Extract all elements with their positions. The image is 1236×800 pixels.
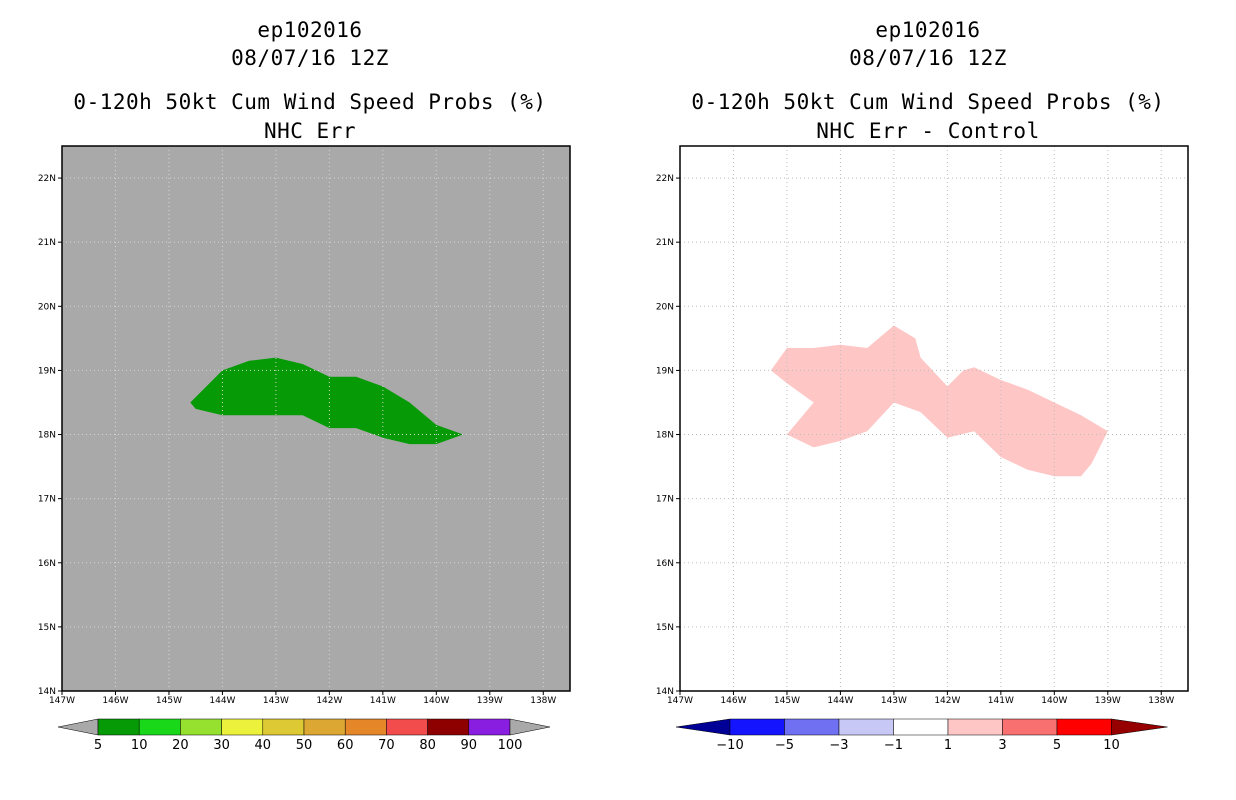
panel2-y-tick-label: 22N [656,174,674,184]
panel1-y-tick-label: 21N [38,238,56,248]
panel2-frame [679,145,1189,692]
panel2-colorbar-label: 10 [1103,738,1120,753]
panel1-title-line3: 0-120h 50kt Cum Wind Speed Probs (%) [73,90,547,114]
panel2-colorbar-label: −3 [829,738,848,753]
panel2-x-tick-label: 147W [667,696,693,706]
panel1-colorbar-segment [221,718,264,736]
panel2-colorbar-segment [838,718,894,736]
panel1-x-tick-label: 141W [370,696,396,706]
panel2-colorbar-label: 5 [1053,738,1061,753]
panel2-title-line3: 0-120h 50kt Cum Wind Speed Probs (%) [691,90,1165,114]
panel1-x-tick-label: 146W [102,696,128,706]
panel2-colorbar-segment [1002,718,1058,736]
panel1-colorbar-label: 70 [378,738,395,753]
panel2-colorbar-label: −10 [716,738,743,753]
panel1-y-tick-label: 14N [38,687,56,697]
panel1-colorbar-segment [138,718,181,736]
panel2-colorbar-label: 1 [944,738,952,753]
panel2-x-tick-label: 144W [827,696,853,706]
panel2-y-tick-label: 15N [656,623,674,633]
panel1-colorbar-segment [303,718,346,736]
panel2-title-line1: ep102016 [875,18,981,42]
panel2-x-tick-label: 138W [1148,696,1174,706]
panel1-x-tick-label: 139W [477,696,503,706]
panel2-x-tick-label: 145W [774,696,800,706]
panel1-colorbar-label: 80 [419,738,436,753]
panel2-x-tick-label: 146W [720,696,746,706]
panel1-title-line1: ep102016 [257,18,363,42]
panel2-colorbar-segment [729,718,785,736]
panel2-title-line2: 08/07/16 12Z [849,46,1007,70]
panel1-y-tick-label: 20N [38,302,56,312]
panel2-y-tick-label: 20N [656,302,674,312]
panel2-y-tick-label: 16N [656,559,674,569]
panel1-frame [61,145,571,692]
panel1-y-tick-label: 18N [38,431,56,441]
panel1-colorbar-segment [344,718,387,736]
panel2-colorbar-label: −1 [884,738,903,753]
panel1-colorbar-label: 50 [296,738,313,753]
panel2-colorbar-label: −5 [775,738,794,753]
panel1-x-tick-label: 138W [530,696,556,706]
panel1-colorbar-label: 20 [172,738,189,753]
panel1-colorbar-segment [180,718,222,736]
panel2-x-tick-label: 140W [1041,696,1067,706]
panel2-probability-region [770,325,1108,477]
panel2-colorbar-segment [784,718,840,736]
panel1-x-tick-label: 140W [423,696,449,706]
panel1-colorbar-label: 10 [131,738,148,753]
panel1-title-line4: NHC Err [263,119,356,143]
panel2-y-tick-label: 19N [656,366,674,376]
panel1-y-tick-label: 17N [38,495,56,505]
panel1-colorbar-label: 60 [337,738,354,753]
panel1-probability-region [190,357,464,445]
panel2-x-tick-label: 143W [881,696,907,706]
panel2-colorbar-label: 3 [998,738,1006,753]
panel1-colorbar-label: 100 [498,738,523,753]
panel1-colorbar-high-arrow [509,718,551,736]
panel2-y-tick-label: 14N [656,687,674,697]
panel2-x-tick-label: 139W [1095,696,1121,706]
panel1-colorbar-segment [468,718,511,736]
panel1-colorbar-label: 30 [213,738,230,753]
panel1-colorbar-label: 90 [461,738,478,753]
panel2-colorbar-high-arrow [1111,718,1168,736]
panel2-y-tick-label: 18N [656,431,674,441]
panel1-colorbar-label: 40 [255,738,272,753]
panel2-colorbar-segment [1056,718,1112,736]
panel2-colorbar-segment [893,718,949,736]
panel1-x-tick-label: 142W [316,696,342,706]
panel1-x-tick-label: 145W [156,696,182,706]
panel2-x-tick-label: 142W [934,696,960,706]
panel1-x-tick-label: 144W [209,696,235,706]
panel2-colorbar-segment [947,718,1003,736]
panel1-colorbar-segment [97,718,140,736]
panel1-colorbar-segment [427,718,470,736]
panel1-colorbar-low-arrow [57,718,99,736]
panel2-title-line4: NHC Err - Control [816,119,1040,143]
panel1-x-tick-label: 147W [49,696,75,706]
panel2-colorbar-low-arrow [675,718,731,736]
panel1-colorbar-label: 5 [94,738,102,753]
panel2-y-tick-label: 17N [656,495,674,505]
panel2-x-tick-label: 141W [988,696,1014,706]
panel1-y-tick-label: 16N [38,559,56,569]
panel2-y-tick-label: 21N [656,238,674,248]
panel1-y-tick-label: 22N [38,174,56,184]
panel1-x-tick-label: 143W [263,696,289,706]
panel1-y-tick-label: 15N [38,623,56,633]
panel1-title-line2: 08/07/16 12Z [231,46,389,70]
panel1-colorbar-segment [262,718,305,736]
panel1-y-tick-label: 19N [38,366,56,376]
panel1-colorbar-segment [386,718,428,736]
